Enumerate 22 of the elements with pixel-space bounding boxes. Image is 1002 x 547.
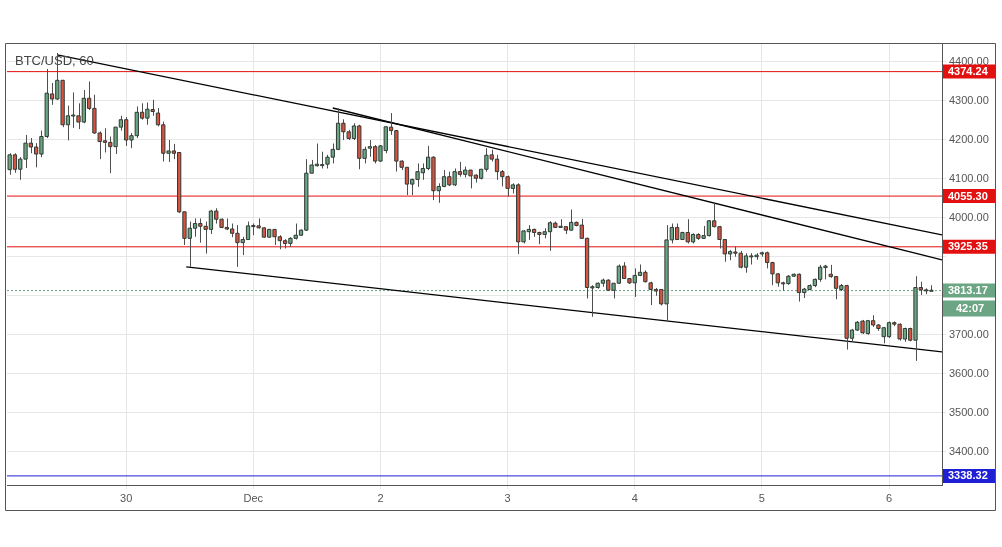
x-tick-label: 30 [120,491,133,504]
x-tick-label: 4 [631,491,638,504]
ref-line-label: 3813.17 [948,284,988,297]
y-tick-label: 3600.00 [949,366,989,379]
ref-line-label: 3925.35 [948,240,988,253]
y-tick-label: 4000.00 [949,210,989,223]
y-tick-label: 4400.00 [949,54,989,67]
x-tick-label: 3 [504,491,511,504]
y-tick-label: 3500.00 [949,405,989,418]
x-tick-label: 2 [377,491,384,504]
x-tick-label: 6 [885,491,893,504]
y-tick-label: 3700.00 [949,327,989,340]
text: 42:07 [956,302,985,315]
ref-line-label: 4055.30 [948,189,988,202]
x-tick-label: Dec [243,491,264,504]
ref-line-label: 4374.24 [948,65,989,78]
y-tick-label: 4300.00 [949,93,989,106]
x-tick-label: 5 [758,491,765,504]
y-tick-label: 4200.00 [949,132,989,145]
y-tick-label: 4100.00 [949,171,989,184]
ref-line-label: 3338.32 [948,469,988,482]
y-tick-label: 3400.00 [949,444,989,457]
